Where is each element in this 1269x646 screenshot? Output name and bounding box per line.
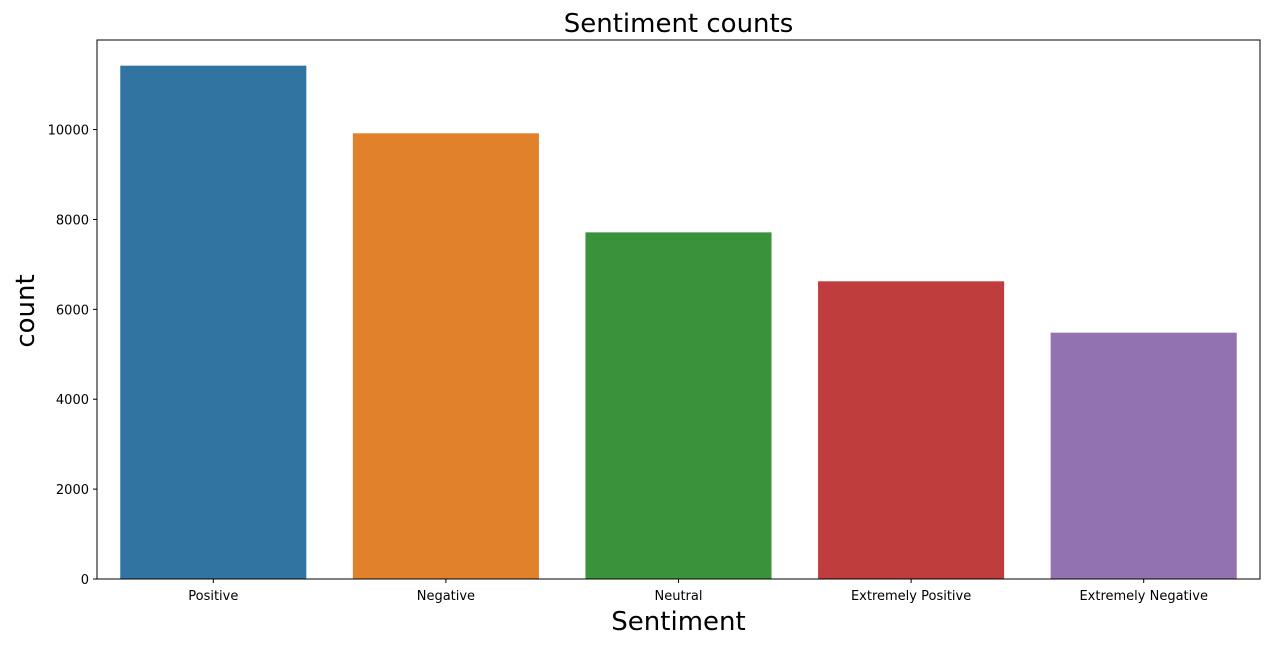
x-tick-label: Extremely Positive (851, 589, 971, 604)
y-tick-label: 10000 (48, 124, 89, 139)
bar-positive (120, 65, 307, 580)
x-tick-label: Positive (188, 589, 238, 604)
x-tick-label: Negative (417, 589, 475, 604)
plot-area (96, 39, 1261, 580)
bar-neutral (585, 232, 772, 580)
x-axis: Positive Negative Neutral Extremely Positiv… (188, 579, 1208, 604)
x-tick-label: Neutral (655, 589, 703, 604)
x-tick-label: Extremely Negative (1079, 589, 1208, 604)
bar-negative (352, 133, 539, 579)
y-axis-title: count (11, 274, 41, 347)
bar-extremely-positive (818, 281, 1005, 579)
bar-extremely-negative (1050, 332, 1237, 579)
y-tick-label: 4000 (56, 393, 89, 408)
x-axis-title: Sentiment (611, 607, 745, 637)
y-axis: 0 2000 4000 6000 8000 10000 (48, 124, 97, 588)
y-tick-label: 6000 (56, 303, 89, 318)
y-tick-label: 0 (81, 573, 89, 588)
chart-title: Sentiment counts (564, 9, 794, 39)
y-tick-label: 2000 (56, 483, 89, 498)
bar-group (120, 65, 1237, 580)
y-tick-label: 8000 (56, 213, 89, 228)
